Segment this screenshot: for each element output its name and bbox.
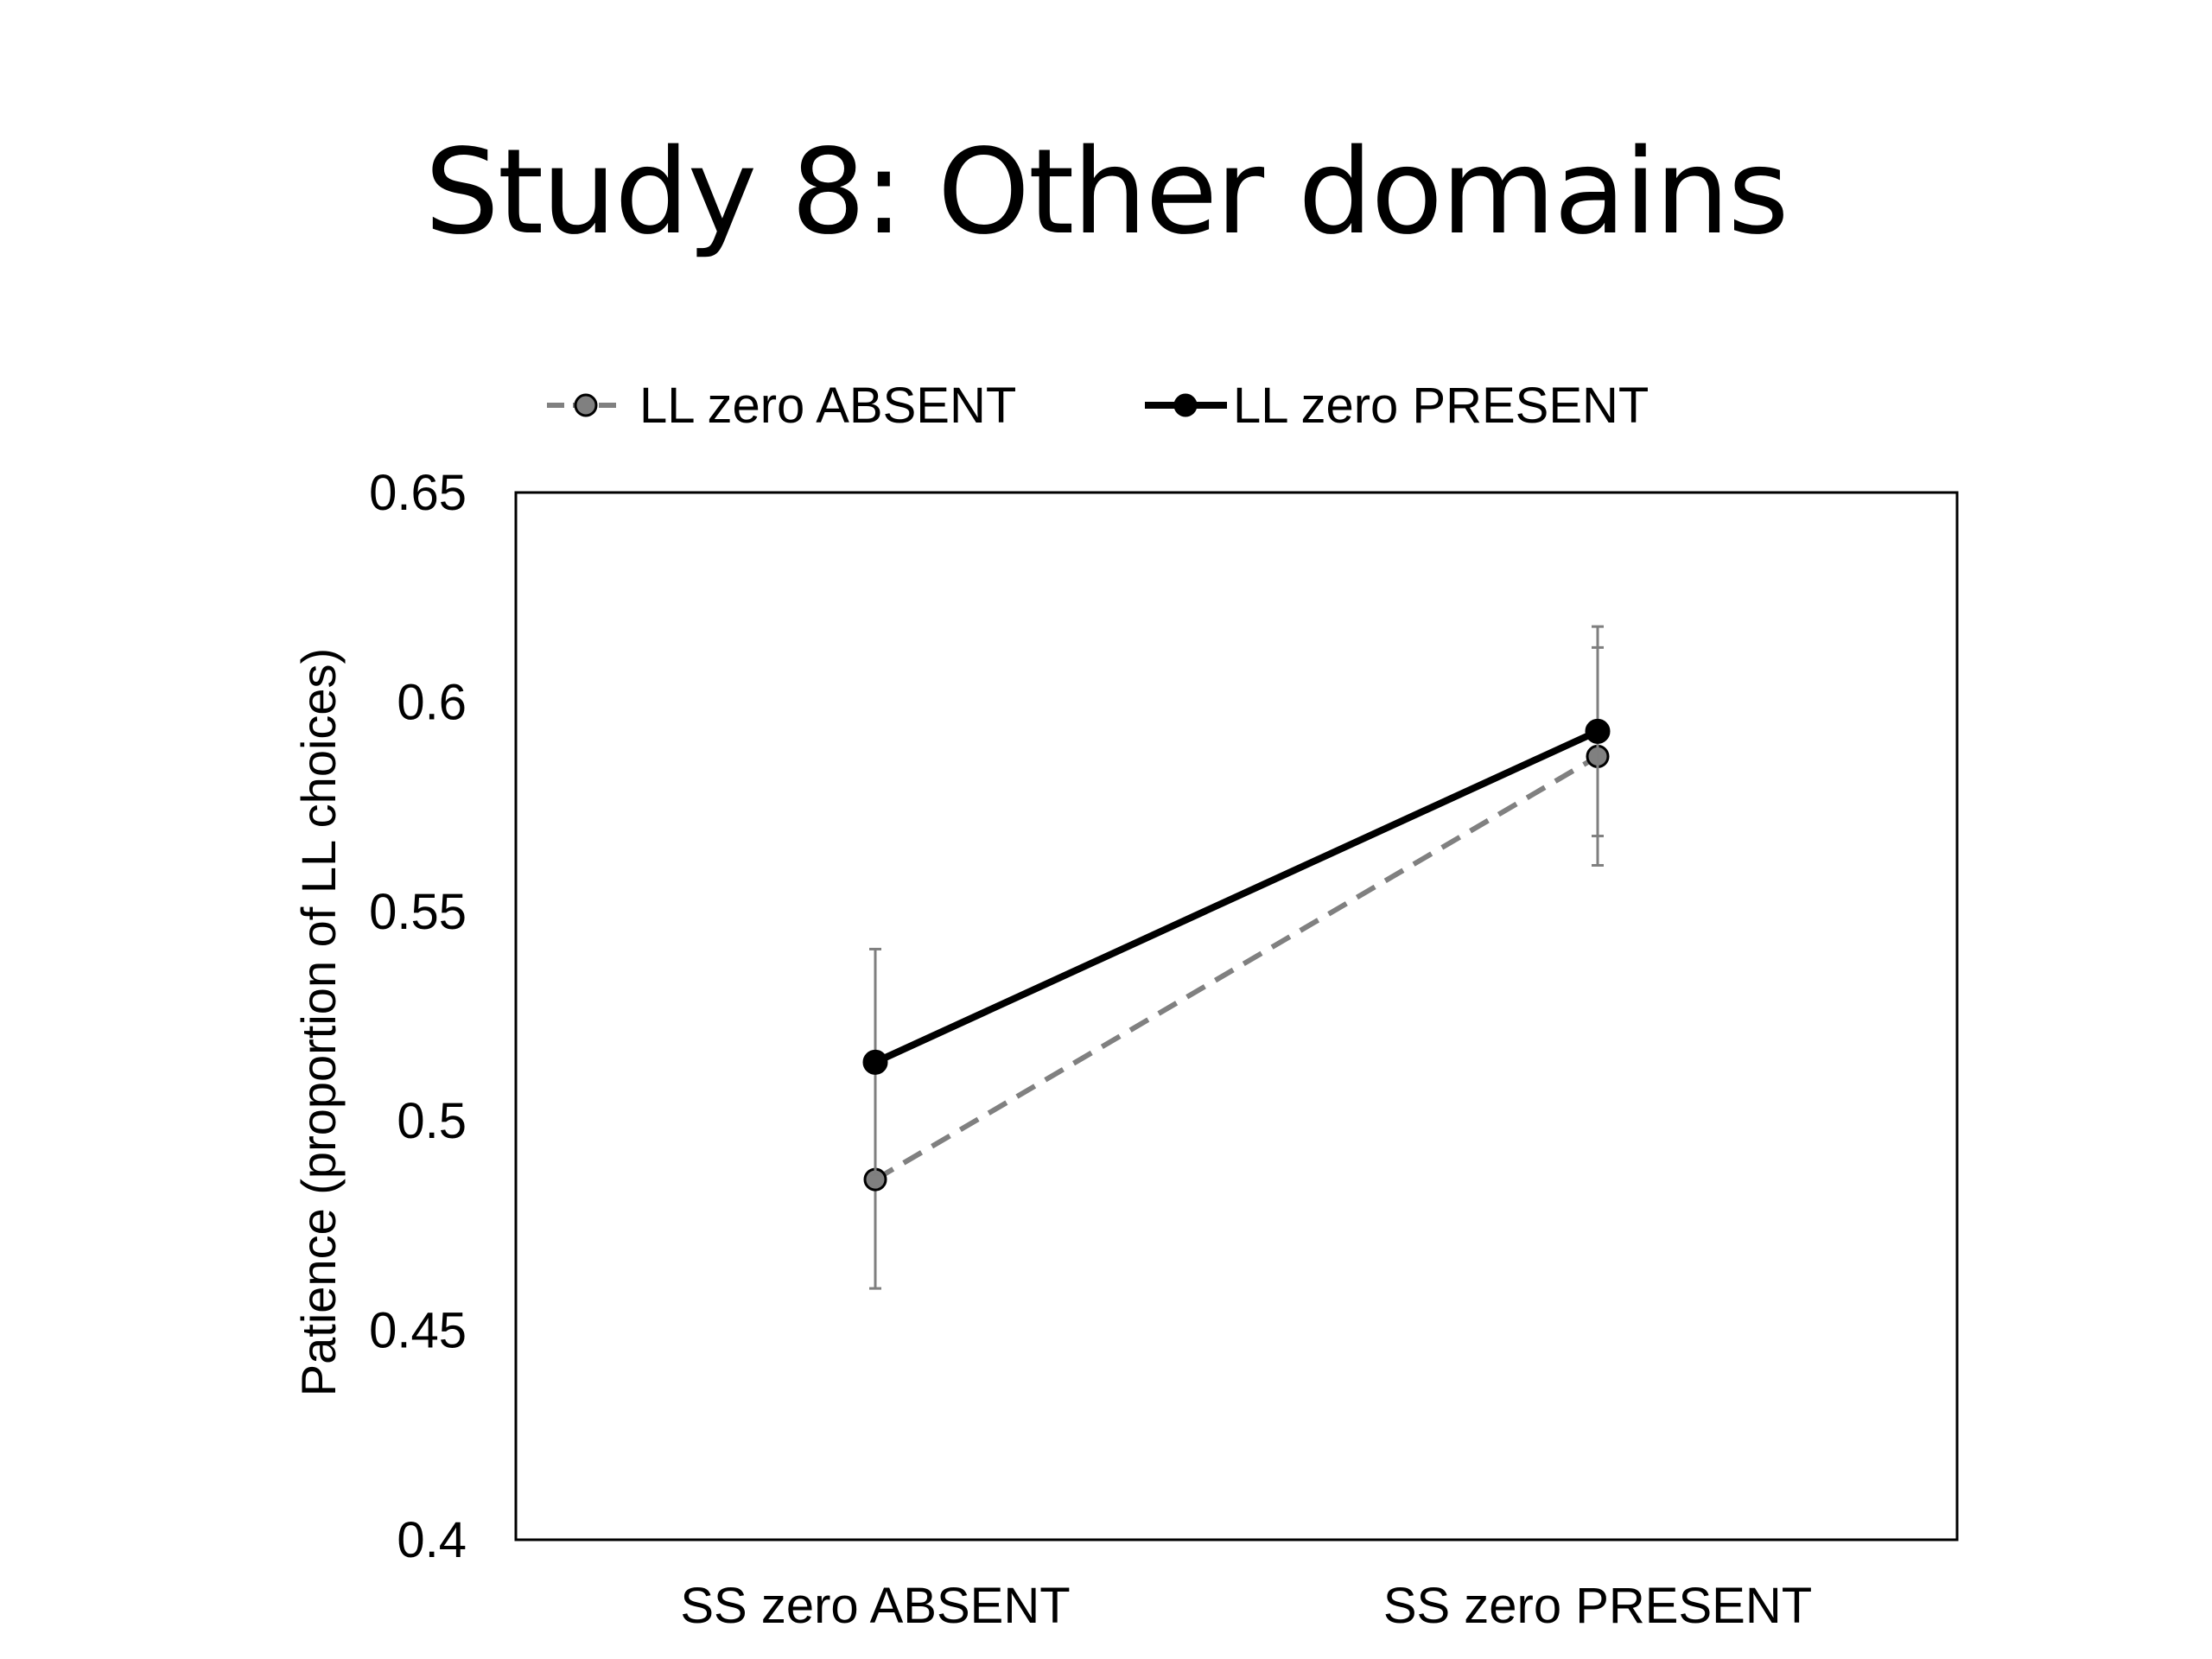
- series-ll-zero-present: [862, 625, 1611, 1177]
- series-line: [874, 753, 1599, 1182]
- chart-title: Study 8: Other domains: [424, 124, 1789, 261]
- y-tick-label: 0.5: [397, 1093, 467, 1149]
- series-ll-zero-absent: [863, 645, 1610, 1290]
- y-tick-label: 0.65: [369, 465, 467, 521]
- x-tick-label: SS zero PRESENT: [1383, 1578, 1812, 1634]
- y-tick-label: 0.45: [369, 1303, 467, 1359]
- y-axis-title-group: Patience (proportion of LL choices): [291, 648, 346, 1396]
- legend-item-ll-zero-absent: LL zero ABSENT: [547, 378, 1016, 434]
- legend-label: LL zero PRESENT: [1233, 378, 1649, 434]
- series-line: [874, 728, 1599, 1065]
- y-tick-label: 0.55: [369, 884, 467, 940]
- y-tick-label: 0.4: [397, 1512, 467, 1568]
- plot-area: [514, 491, 1959, 1541]
- x-axis-ticks: SS zero ABSENT SS zero PRESENT: [680, 1578, 1812, 1634]
- y-axis-title: Patience (proportion of LL choices): [291, 648, 346, 1396]
- legend-marker: [1173, 393, 1198, 417]
- y-tick-label: 0.6: [397, 674, 467, 730]
- data-point: [1585, 718, 1611, 744]
- legend-item-ll-zero-present: LL zero PRESENT: [1145, 378, 1649, 434]
- y-axis-ticks: 0.4 0.45 0.5 0.55 0.6 0.65: [369, 465, 467, 1568]
- legend-label: LL zero ABSENT: [639, 378, 1016, 434]
- x-tick-label: SS zero ABSENT: [680, 1578, 1070, 1634]
- legend-marker: [574, 393, 598, 417]
- legend: LL zero ABSENT LL zero PRESENT: [547, 378, 1649, 434]
- series-layer: [862, 625, 1611, 1290]
- data-point: [862, 1049, 888, 1075]
